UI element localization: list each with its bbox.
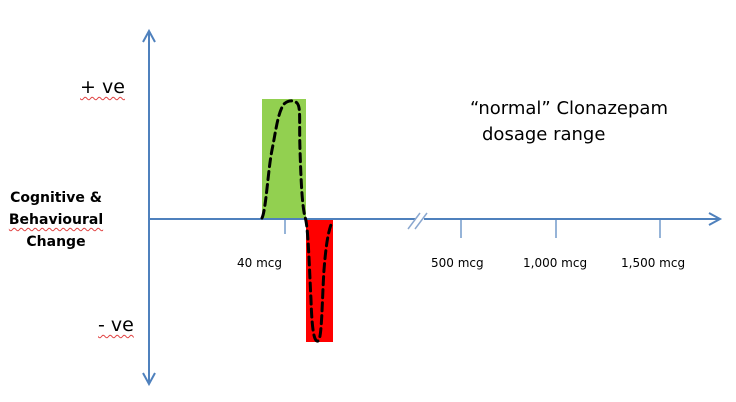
arrow-down-icon bbox=[142, 372, 156, 387]
annotation-line2: dosage range bbox=[482, 124, 606, 145]
positive-label: + ve bbox=[80, 76, 125, 98]
normal-dosage-annotation: “normal” Clonazepam dosage range bbox=[470, 96, 668, 148]
y-axis-title-line3: Change bbox=[26, 234, 86, 250]
negative-label: - ve bbox=[98, 314, 134, 336]
arrow-up-icon bbox=[142, 28, 156, 43]
y-axis-title-line1: Cognitive & bbox=[10, 190, 102, 206]
positive-label-text: + ve bbox=[80, 76, 125, 98]
y-axis-title-line2: Behavioural bbox=[8, 212, 104, 228]
negative-label-text: - ve bbox=[98, 314, 134, 336]
x-axis bbox=[149, 212, 723, 226]
x-tick-label-1500: 1,500 mcg bbox=[621, 256, 686, 270]
y-axis-title: Cognitive & Behavioural Change bbox=[0, 187, 112, 253]
y-axis bbox=[142, 28, 156, 387]
annotation-line1: “normal” Clonazepam bbox=[470, 98, 668, 119]
x-tick-label-1000: 1,000 mcg bbox=[523, 256, 588, 270]
axis-break-icon bbox=[407, 212, 428, 230]
x-tick-label-500: 500 mcg bbox=[431, 256, 484, 270]
effect-curve-outline bbox=[260, 99, 334, 343]
x-ticks bbox=[284, 219, 661, 238]
arrow-right-icon bbox=[708, 212, 723, 226]
x-tick-label-40: 40 mcg bbox=[237, 256, 282, 270]
